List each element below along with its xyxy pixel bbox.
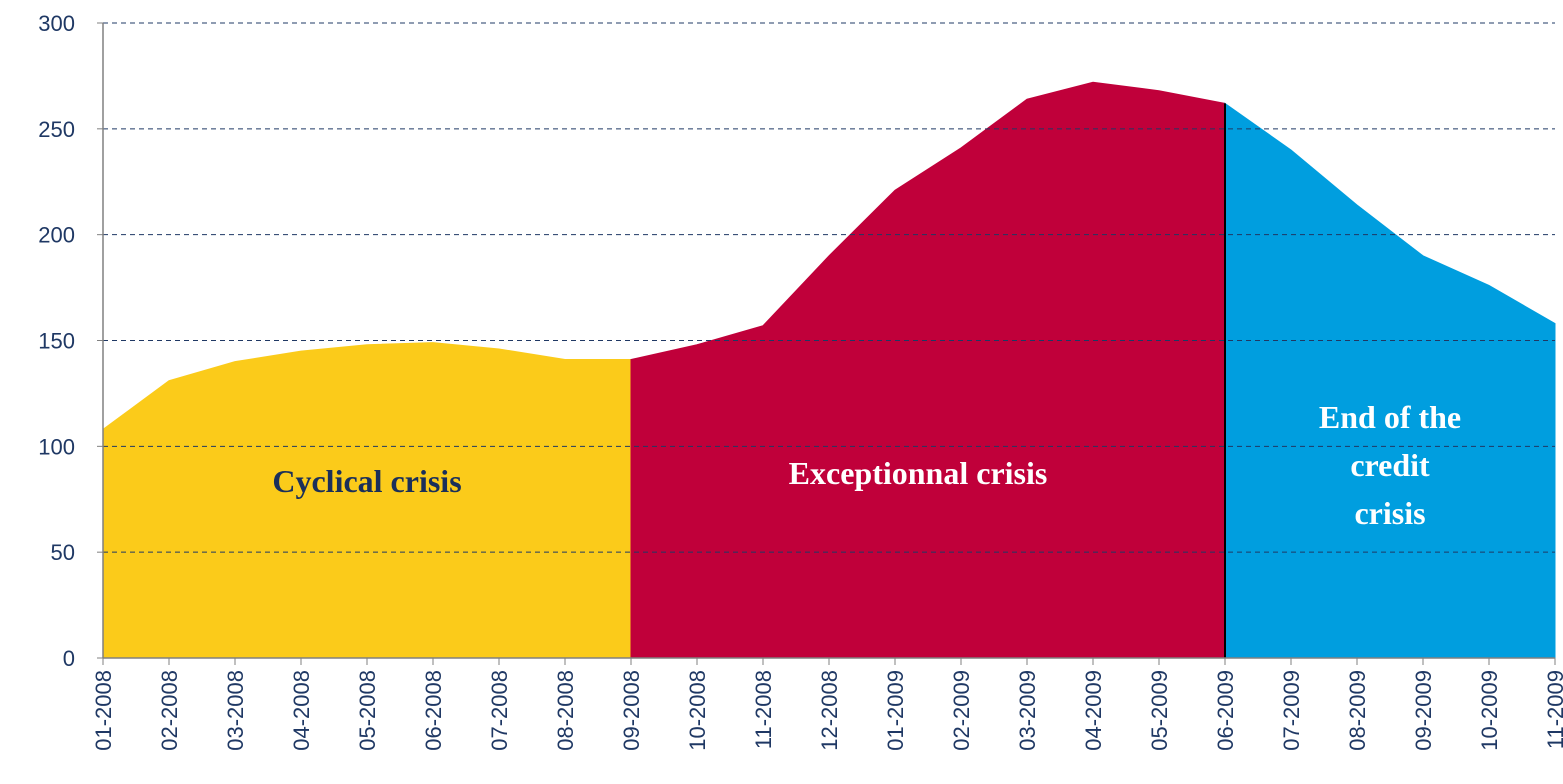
x-tick-label: 08-2008	[553, 670, 578, 751]
x-tick-label: 01-2008	[91, 670, 116, 751]
grid-layer	[103, 22, 1555, 553]
areas-layer	[102, 81, 1556, 659]
x-tick-label: 05-2009	[1147, 670, 1172, 751]
y-tick-label: 150	[38, 329, 75, 354]
axes-layer	[97, 22, 1556, 665]
y-tick-label: 300	[38, 11, 75, 36]
area	[1224, 102, 1556, 659]
region-label: End of the	[1319, 399, 1461, 435]
region-label: crisis	[1354, 495, 1425, 531]
x-tick-label: 04-2009	[1081, 670, 1106, 751]
x-tick-label: 08-2009	[1345, 670, 1370, 751]
x-tick-label: 11-2008	[751, 670, 776, 749]
x-tick-label: 07-2009	[1279, 670, 1304, 751]
x-tick-label: 10-2008	[685, 670, 710, 751]
x-tick-label: 06-2009	[1213, 670, 1238, 751]
region-label: credit	[1350, 447, 1430, 483]
x-tick-label: 12-2008	[817, 670, 842, 751]
x-tick-label: 06-2008	[421, 670, 446, 751]
x-tick-label: 02-2008	[157, 670, 182, 751]
y-tick-label: 0	[63, 646, 75, 671]
region-label: Exceptionnal crisis	[789, 455, 1048, 491]
labels-layer: 0 50 100 150 200 250 300 Cyclical crisis Excepti…	[38, 11, 1563, 751]
area	[630, 81, 1226, 659]
x-tick-label: 04-2008	[289, 670, 314, 751]
x-tick-label: 07-2008	[487, 670, 512, 751]
y-tick-label: 200	[38, 223, 75, 248]
x-tick-label: 10-2009	[1477, 670, 1502, 751]
y-tick-label: 100	[38, 434, 75, 459]
x-tick-label: 11-2009	[1543, 670, 1563, 749]
x-tick-label: 01-2009	[883, 670, 908, 751]
region-label: Cyclical crisis	[272, 463, 461, 499]
x-tick-label: 09-2008	[619, 670, 644, 751]
x-tick-label: 05-2008	[355, 670, 380, 751]
y-tick-label: 50	[51, 540, 75, 565]
x-tick-label: 03-2008	[223, 670, 248, 751]
x-tick-label: 02-2009	[949, 670, 974, 751]
x-tick-label: 09-2009	[1411, 670, 1436, 751]
y-tick-label: 250	[38, 117, 75, 142]
area	[102, 342, 632, 659]
x-tick-label: 03-2009	[1015, 670, 1040, 751]
